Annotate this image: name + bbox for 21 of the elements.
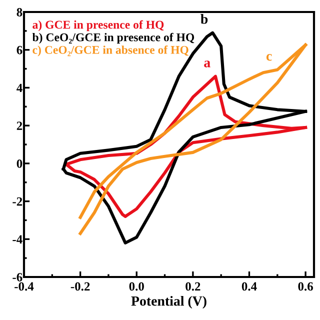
y-tick-label: -4	[12, 235, 22, 244]
y-tick-label: -6	[12, 273, 22, 282]
x-tick-label: 0.0	[129, 282, 144, 291]
x-axis-title: Potential (V)	[131, 296, 206, 309]
x-tick-label: 0.6	[298, 282, 313, 291]
text: c) CeO₂/GCE in absence of HQ	[32, 45, 188, 56]
text: a) GCE in presence of HQ	[32, 20, 164, 32]
x-tick-label: -0.4	[14, 282, 34, 291]
x-tick-label: 0.2	[186, 282, 200, 291]
y-tick-label: 6	[16, 46, 22, 54]
series-label: b) CeO₂/GCE in presence of HQ	[32, 32, 194, 44]
annotation: a	[204, 60, 210, 68]
x-tick-label: -0.2	[70, 282, 90, 291]
annotation: c	[266, 54, 272, 61]
y-tick-label: 2	[16, 122, 22, 130]
y-tick-label: 8	[16, 8, 22, 16]
y-tick-label: -2	[12, 197, 22, 206]
annotation: b	[200, 14, 208, 24]
y-tick-label: 4	[16, 84, 22, 92]
x-tick-label: 0.4	[242, 282, 257, 291]
y-tick-label: 0	[16, 159, 22, 168]
